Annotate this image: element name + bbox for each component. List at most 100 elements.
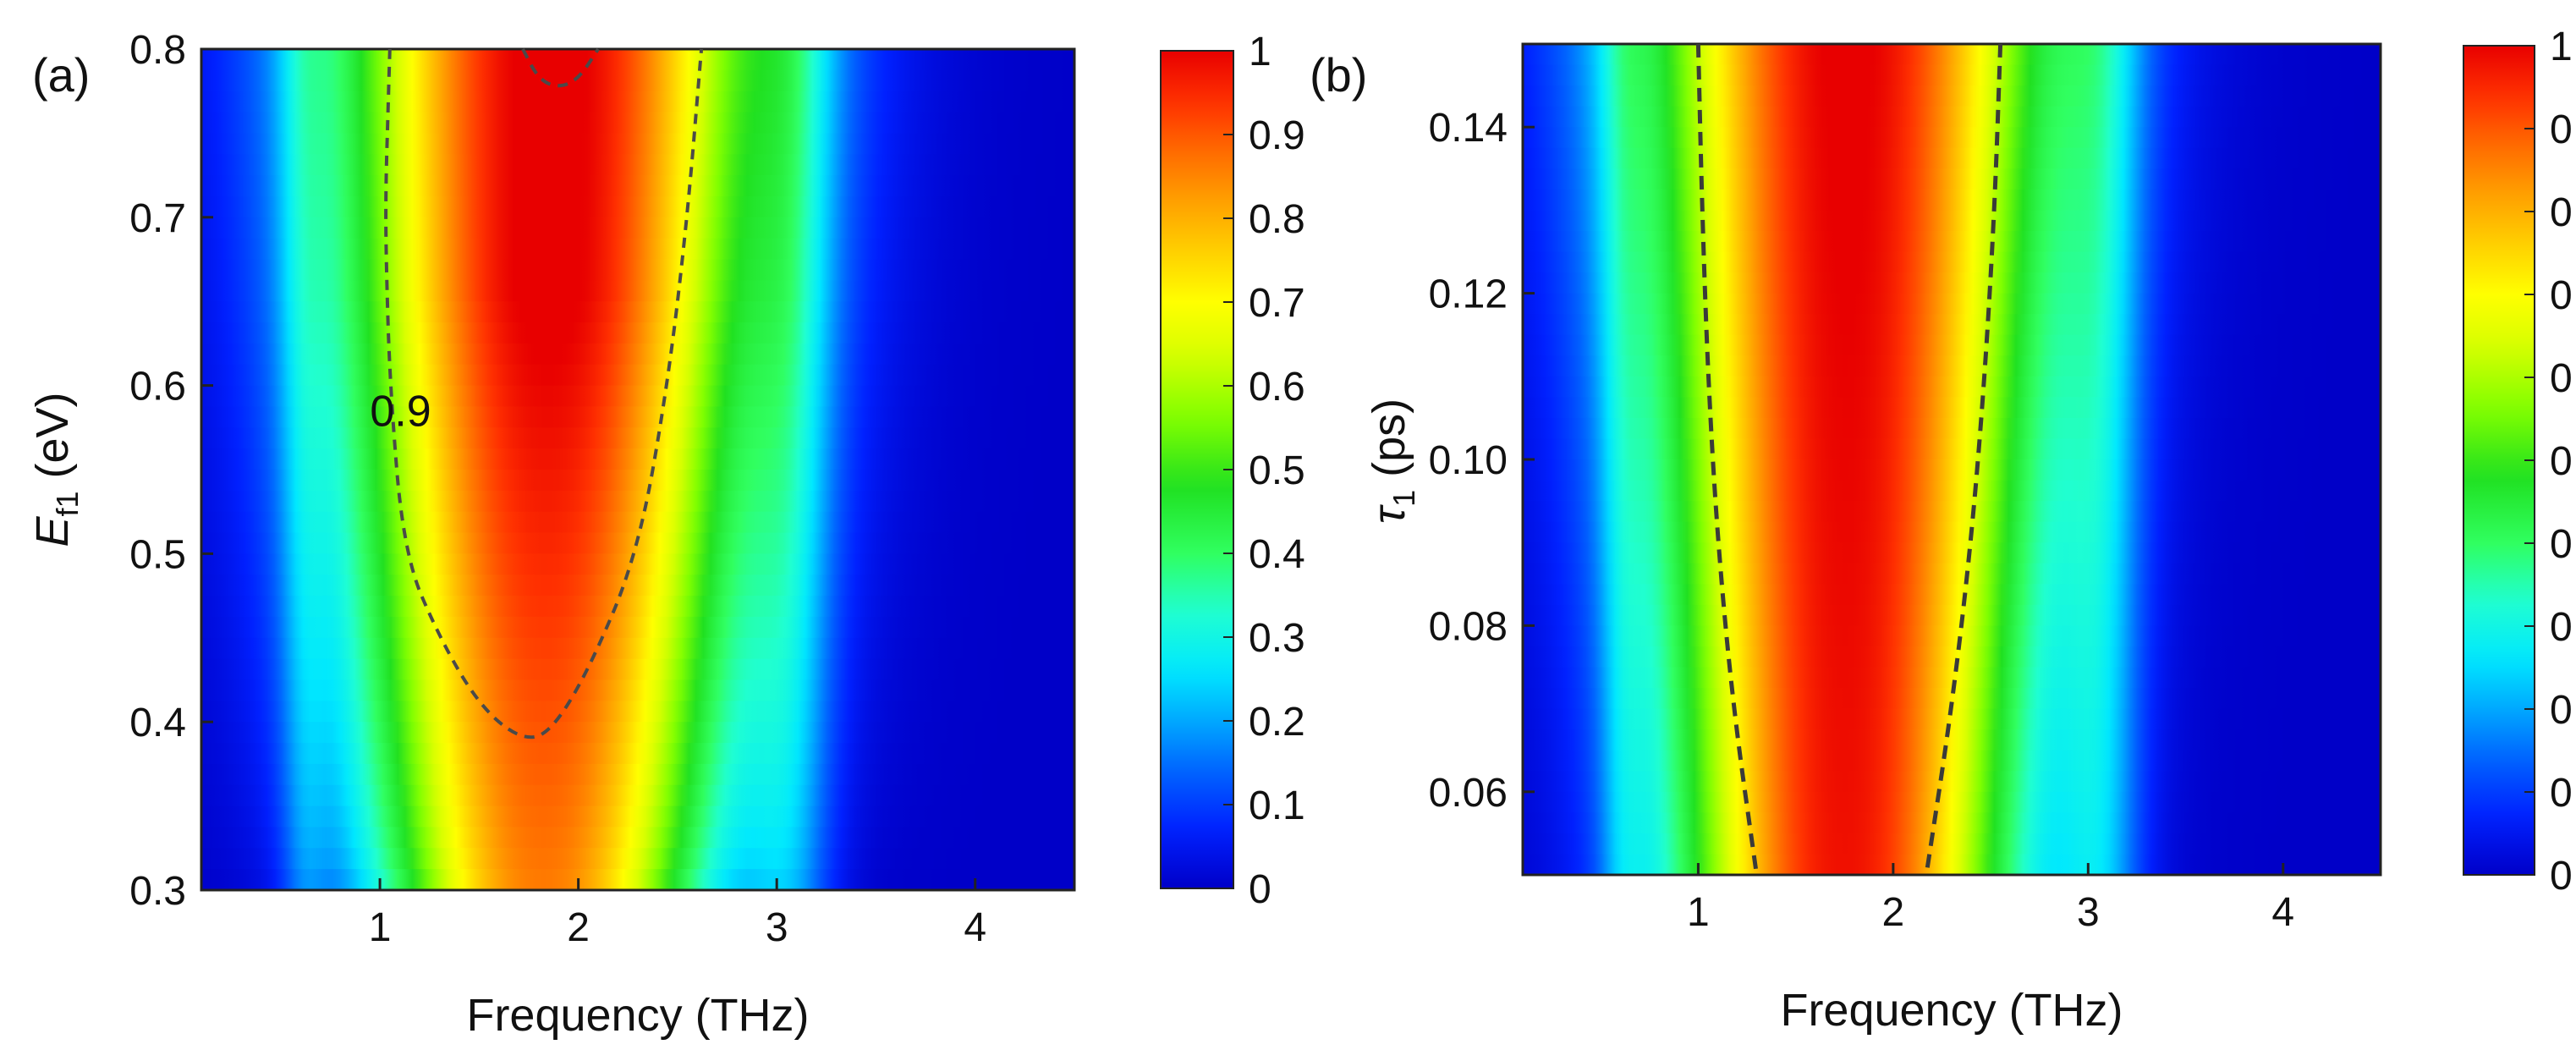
x-tick-label: 1 (1687, 890, 1710, 935)
heatmap-row (1523, 293, 2381, 315)
y-tick-label: 0.06 (1429, 771, 1508, 816)
heatmap-row (1523, 542, 2381, 564)
colorbar-tick-label: 0.3 (1249, 616, 1305, 661)
panel-label-b: (b) (1310, 48, 1367, 102)
y-tick-label: 0.7 (129, 196, 186, 241)
heatmap-row (1523, 791, 2381, 814)
x-tick-label: 2 (567, 905, 590, 950)
colorbar-tick-label: 0.8 (1249, 197, 1305, 242)
heatmap-row (1523, 334, 2381, 357)
x-tick-label: 1 (369, 905, 392, 950)
panel-label-a: (a) (32, 48, 90, 102)
colorbar-gradient (2463, 45, 2535, 876)
y-tick-label: 0.8 (129, 28, 186, 73)
heatmap-row (1523, 189, 2381, 212)
heatmap-row (201, 784, 1074, 807)
colorbar-tick-label: 0.7 (1249, 281, 1305, 326)
heatmap-row (201, 217, 1074, 239)
heatmap-row (1523, 147, 2381, 170)
heatmap-row (201, 364, 1074, 387)
heatmap-row (1523, 85, 2381, 107)
heatmap-row (1523, 833, 2381, 855)
heatmap-row (201, 343, 1074, 366)
heatmap-row (201, 470, 1074, 492)
colorbar-tick-label: 0.8 (2550, 190, 2576, 235)
heatmap-row (1523, 127, 2381, 149)
x-tick-label: 3 (2077, 890, 2100, 935)
y-axis-label-b: τ1 (ps) (1364, 399, 1421, 524)
heatmap-row (1523, 106, 2381, 128)
heatmap-row (201, 490, 1074, 513)
heatmap-row (201, 406, 1074, 429)
heatmap-row (1523, 272, 2381, 294)
colorbar-tick-label: 0.2 (1249, 700, 1305, 745)
heatmap-row (1523, 750, 2381, 772)
plot-frame-a (200, 47, 1076, 892)
x-tick-label: 2 (1882, 890, 1905, 935)
colorbar-tick-label: 0.5 (2550, 439, 2576, 484)
heatmap-row (1523, 854, 2381, 876)
colorbar-tick-label: 0.7 (2550, 273, 2576, 318)
heatmap-row (1523, 459, 2381, 481)
heatmap-row (201, 280, 1074, 302)
heatmap-row (201, 805, 1074, 828)
colorbar-tick-label: 0 (1249, 867, 1272, 912)
contour-0.9-a (384, 47, 704, 739)
y-tick-label: 0.08 (1429, 604, 1508, 649)
x-axis-a: 1 2 3 4 (369, 878, 986, 950)
heatmap-row (1523, 417, 2381, 440)
contour-0.9-b (1695, 43, 2003, 876)
heatmap-row (201, 322, 1074, 344)
heatmap-row (201, 848, 1074, 870)
colorbar-tick-label: 0.1 (1249, 783, 1305, 828)
heatmap-row (1523, 438, 2381, 460)
colorbar-tick-label: 0.4 (2550, 522, 2576, 567)
y-tick-label: 0.3 (129, 869, 186, 914)
colorbar-tick-label: 1 (1249, 30, 1272, 74)
heatmap-row (1523, 771, 2381, 793)
heatmap-row (1523, 584, 2381, 606)
heatmap-row (201, 91, 1074, 113)
y-axis-label-a: Ef1 (eV) (27, 392, 85, 547)
heatmap-row (1523, 521, 2381, 543)
x-axis-b: 1 2 3 4 (1687, 863, 2294, 935)
heatmap-row (1523, 397, 2381, 419)
heatmap-row (1523, 251, 2381, 273)
panel-a: (a) 1 2 3 4 0.3 0.4 0.5 0.6 0.7 0.8 Frequency (T… (27, 28, 1305, 1041)
heatmap-row (201, 511, 1074, 534)
heatmap-row (201, 49, 1074, 71)
heatmap-row (1523, 563, 2381, 585)
heatmap-row (201, 385, 1074, 408)
heatmap-row (201, 112, 1074, 135)
contour-line (384, 48, 704, 739)
heatmap-row (201, 869, 1074, 891)
heatmap-row (1523, 625, 2381, 647)
contour-label-a: 0.9 (370, 387, 431, 436)
colorbar-tick-label: 0.6 (2550, 356, 2576, 401)
heatmap-row (201, 658, 1074, 681)
x-tick-label: 4 (2271, 890, 2294, 935)
heatmap-row (201, 827, 1074, 849)
colorbar-b: 0 0.1 0.2 0.3 0.4 0.5 0.6 0.7 0.8 0.9 1 (2463, 25, 2576, 899)
y-tick-label: 0.10 (1429, 438, 1508, 483)
heatmap-row (201, 154, 1074, 176)
colorbar-tick-label: 1 (2550, 25, 2573, 69)
heatmap-row (1523, 667, 2381, 689)
y-axis-b: 0.06 0.08 0.10 0.12 0.14 (1429, 106, 1535, 816)
colorbar-tick-label: 0.4 (1249, 532, 1305, 577)
heatmap-row (1523, 230, 2381, 253)
heatmap-row (201, 596, 1074, 618)
heatmap-row (201, 722, 1074, 744)
colorbar-tick-label: 0 (2550, 854, 2573, 899)
contour-line (1695, 43, 1759, 876)
colorbar-a: 0 0.1 0.2 0.3 0.4 0.5 0.6 0.7 0.8 0.9 1 (1160, 30, 1305, 912)
y-tick-label: 0.4 (129, 701, 186, 745)
heatmap-row (1523, 480, 2381, 502)
heatmap-row (1523, 168, 2381, 190)
contour-line (1924, 43, 2003, 876)
colorbar-tick-label: 0.5 (1249, 448, 1305, 493)
y-tick-label: 0.6 (129, 365, 186, 410)
colorbar-tick-label: 0.9 (1249, 113, 1305, 158)
